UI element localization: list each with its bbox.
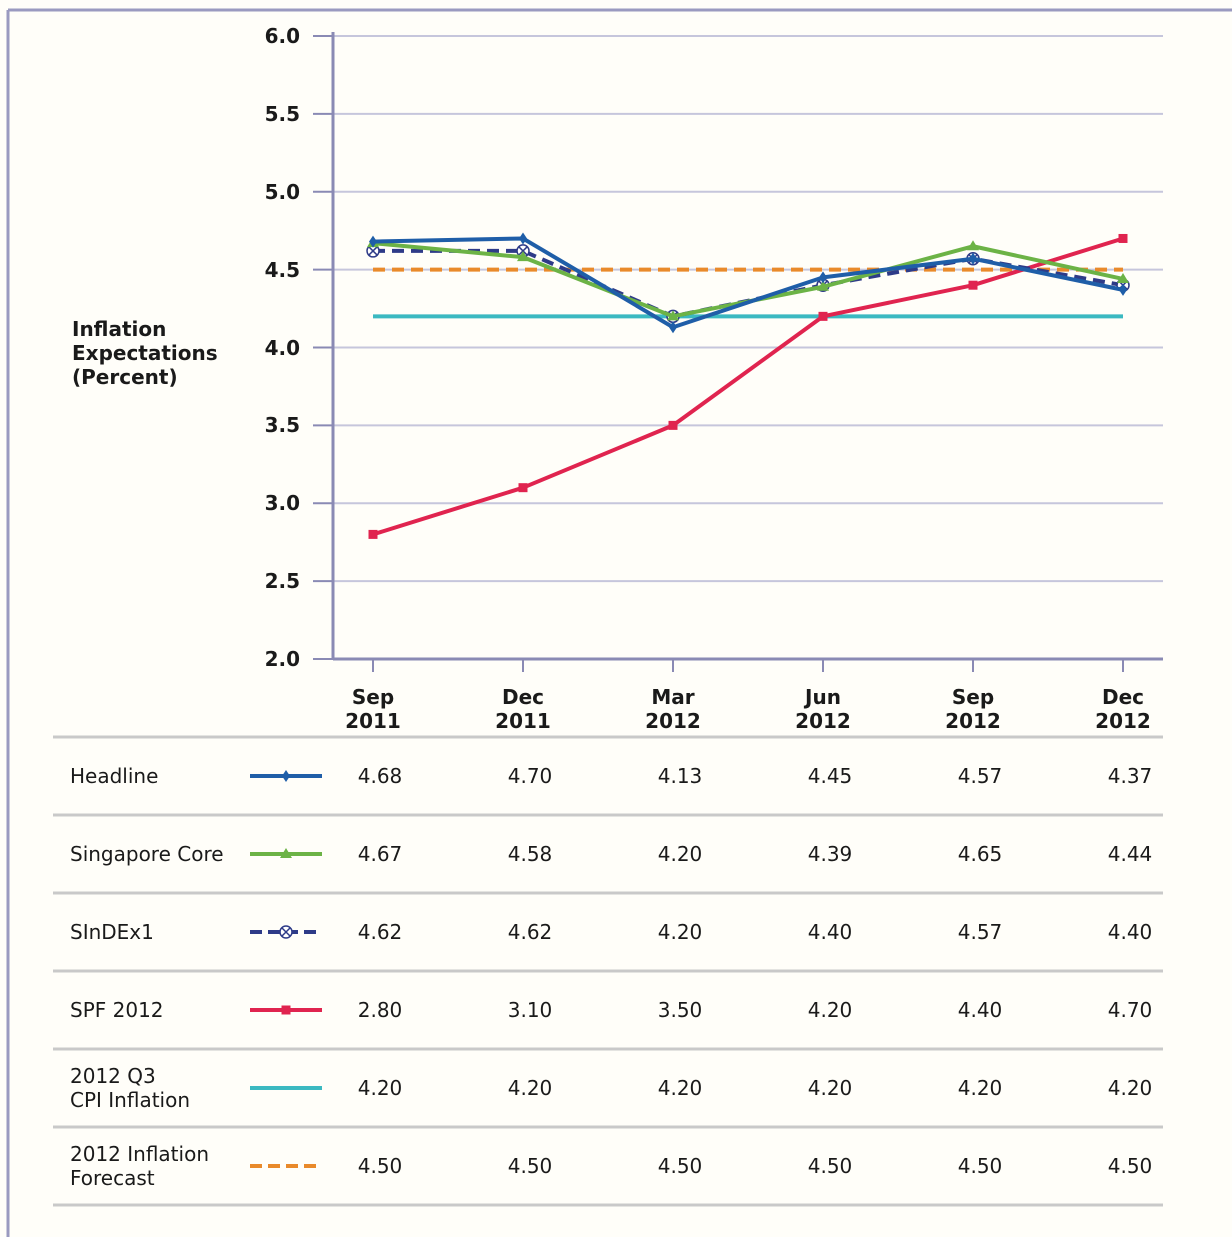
y-tick-label: 5.0 [264, 179, 300, 204]
value-label: 4.20 [657, 920, 703, 944]
x-tick-label: Jun 2012 [795, 685, 851, 733]
legend-label: SInDEx1 [70, 920, 154, 944]
y-axis-title: Inflation Expectations (Percent) [72, 317, 218, 389]
legend-label: 2012 Inflation Forecast [70, 1142, 209, 1190]
data-point [1118, 233, 1128, 243]
value-label: 4.20 [1107, 1076, 1153, 1100]
legend-marker [281, 1005, 291, 1015]
value-label: 4.37 [1107, 764, 1153, 788]
legend-label: SPF 2012 [70, 998, 164, 1022]
data-point [1117, 272, 1129, 283]
value-label: 4.58 [507, 842, 553, 866]
y-tick-label: 3.5 [264, 413, 300, 438]
data-point [818, 311, 828, 321]
series-line [372, 241, 1124, 319]
value-label: 4.57 [957, 764, 1003, 788]
value-label: 4.39 [807, 842, 853, 866]
value-label: 4.62 [507, 920, 553, 944]
legend-marker [279, 925, 293, 939]
data-point [369, 235, 377, 248]
value-label: 4.40 [807, 920, 853, 944]
value-label: 4.50 [357, 1154, 403, 1178]
value-label: 4.20 [807, 1076, 853, 1100]
y-tick-label: 4.0 [264, 335, 300, 360]
series-line [372, 236, 1124, 330]
data-point [969, 252, 977, 265]
data-point [667, 310, 679, 321]
series-line [373, 248, 1124, 319]
x-tick-label: Sep 2012 [945, 685, 1001, 733]
data-point [968, 280, 978, 290]
data-point [368, 529, 378, 539]
data-point [669, 321, 677, 334]
series-line [372, 236, 1124, 537]
legend-label: Headline [70, 764, 159, 788]
value-label: 3.50 [657, 998, 703, 1022]
value-label: 4.67 [357, 842, 403, 866]
value-label: 4.20 [957, 1076, 1003, 1100]
value-label: 3.10 [507, 998, 553, 1022]
value-label: 4.13 [657, 764, 703, 788]
value-label: 4.68 [357, 764, 403, 788]
value-label: 2.80 [357, 998, 403, 1022]
value-label: 4.70 [1107, 998, 1153, 1022]
value-label: 4.57 [957, 920, 1003, 944]
legend-marker [282, 770, 290, 782]
value-label: 4.20 [657, 842, 703, 866]
y-tick-label: 4.5 [264, 257, 300, 282]
x-tick-label: Dec 2012 [1095, 685, 1151, 733]
data-point [967, 240, 979, 251]
x-tick-label: Sep 2011 [345, 685, 401, 733]
value-label: 4.45 [807, 764, 853, 788]
data-point [819, 271, 827, 284]
y-tick-label: 2.0 [264, 647, 300, 671]
y-tick-label: 5.5 [264, 101, 300, 126]
y-tick-label: 2.5 [264, 569, 300, 594]
value-label: 4.50 [807, 1154, 853, 1178]
value-label: 4.50 [1107, 1154, 1153, 1178]
value-label: 4.50 [657, 1154, 703, 1178]
legend-label: Singapore Core [70, 842, 224, 866]
y-tick-label: 3.0 [264, 491, 300, 516]
legend-label: 2012 Q3 CPI Inflation [70, 1064, 191, 1112]
value-label: 4.50 [957, 1154, 1003, 1178]
value-label: 4.20 [807, 998, 853, 1022]
x-tick-label: Dec 2011 [495, 685, 551, 733]
data-point [519, 232, 527, 245]
value-label: 4.20 [657, 1076, 703, 1100]
value-label: 4.20 [357, 1076, 403, 1100]
value-label: 4.40 [957, 998, 1003, 1022]
legend-marker [280, 848, 292, 858]
data-point [668, 420, 678, 430]
data-point [817, 280, 829, 291]
value-label: 4.70 [507, 764, 553, 788]
value-label: 4.50 [507, 1154, 553, 1178]
value-label: 4.44 [1107, 842, 1153, 866]
value-label: 4.20 [507, 1076, 553, 1100]
value-label: 4.62 [357, 920, 403, 944]
y-tick-label: 6.0 [264, 24, 300, 48]
data-point [1119, 283, 1127, 296]
x-tick-label: Mar 2012 [645, 685, 701, 733]
data-point [517, 251, 529, 262]
value-label: 4.40 [1107, 920, 1153, 944]
value-label: 4.65 [957, 842, 1003, 866]
data-point [518, 483, 528, 493]
